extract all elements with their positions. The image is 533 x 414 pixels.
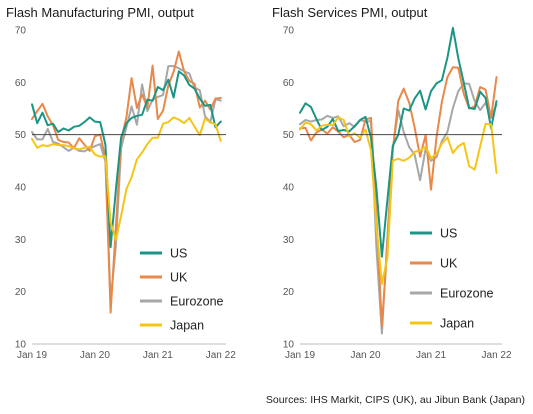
chart-title: Flash Manufacturing PMI, output (6, 5, 194, 20)
legend-label-japan: Japan (440, 317, 474, 331)
y-tick-label: 50 (15, 130, 27, 141)
legend-label-us: US (440, 227, 457, 241)
series-line-us (299, 26, 498, 258)
y-tick-label: 60 (283, 78, 295, 89)
y-tick-label: 20 (283, 287, 295, 298)
y-tick-label: 40 (283, 183, 295, 194)
x-tick-label: Jan 19 (285, 350, 315, 361)
x-tick-label: Jan 21 (416, 350, 446, 361)
y-tick-label: 70 (283, 26, 295, 37)
series-line-uk (31, 50, 222, 314)
y-tick-label: 50 (283, 130, 295, 141)
legend-label-us: US (170, 247, 187, 261)
series-line-uk (299, 66, 498, 328)
y-tick-label: 10 (283, 340, 295, 351)
y-tick-label: 10 (15, 340, 27, 351)
legend-label-uk: UK (170, 271, 188, 285)
x-tick-label: Jan 20 (350, 350, 380, 361)
x-tick-label: Jan 21 (143, 350, 173, 361)
chart-title: Flash Services PMI, output (272, 5, 428, 20)
legend-label-japan: Japan (170, 319, 204, 333)
x-tick-label: Jan 19 (17, 350, 47, 361)
chart-panel-1: Flash Manufacturing PMI, output 10 20 30 40 5… (6, 5, 236, 361)
x-tick-label: Jan 22 (482, 350, 512, 361)
y-tick-label: 20 (15, 287, 27, 298)
source-note: Sources: IHS Markit, CIPS (UK), au Jibun… (265, 394, 525, 406)
series-line-us (31, 70, 222, 249)
y-tick-label: 60 (15, 78, 27, 89)
y-tick-label: 40 (15, 183, 27, 194)
series-line-japan (31, 116, 222, 241)
series-line-japan (299, 116, 498, 285)
y-tick-label: 30 (283, 235, 295, 246)
chart-panel-2: Flash Services PMI, output 10 20 30 40 50 60 70… (272, 5, 512, 361)
x-tick-label: Jan 22 (206, 350, 236, 361)
y-tick-label: 70 (15, 26, 27, 37)
y-tick-label: 30 (15, 235, 27, 246)
series-line-eurozone (31, 65, 222, 303)
legend-label-eurozone: Eurozone (440, 287, 494, 301)
x-tick-label: Jan 20 (80, 350, 110, 361)
legend-label-uk: UK (440, 257, 458, 271)
legend-label-eurozone: Eurozone (170, 295, 224, 309)
